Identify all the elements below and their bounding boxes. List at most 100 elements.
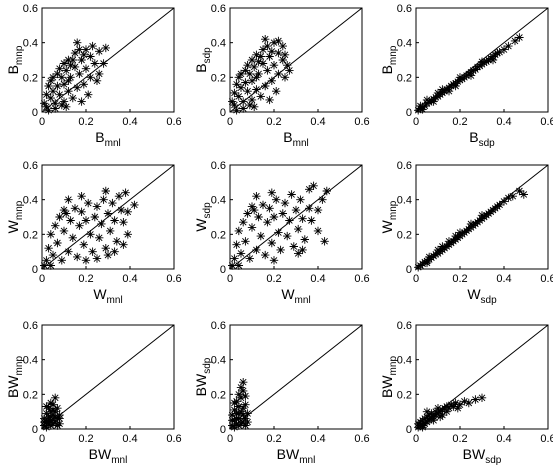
scatter-point: [95, 47, 104, 56]
scatter-point: [429, 97, 438, 106]
scatter-panel-4: 0 0.2 0.4 0.6 0 0.2 0.4 0.6 Wmnl Wmnp: [5, 160, 182, 306]
scatter-point: [250, 205, 259, 215]
y-tick-label: 0: [406, 264, 412, 276]
scatter-point: [42, 409, 51, 418]
x-axis-label: Bsdp: [469, 129, 495, 149]
scatter-point: [239, 404, 248, 413]
scatter-point: [234, 226, 243, 236]
plot-frame: [41, 7, 175, 113]
scatter-point: [451, 398, 460, 408]
scatter-point: [499, 197, 509, 206]
scatter-point: [438, 85, 447, 94]
x-tick-label: 0: [413, 433, 419, 445]
scatter-point: [243, 61, 252, 70]
scatter-point: [442, 407, 451, 416]
scatter-point: [285, 66, 294, 75]
scatter-point: [274, 48, 283, 58]
scatter-point: [515, 186, 524, 196]
x-tick-label: 0: [227, 273, 233, 285]
scatter-point: [438, 242, 447, 251]
scatter-point: [436, 412, 445, 422]
y-tick-label: 0.2: [211, 229, 226, 241]
scatter-point: [414, 419, 423, 428]
y-tick-label: 0: [220, 107, 226, 119]
scatter-point: [55, 414, 64, 423]
x-axis-label: Wsdp: [467, 286, 497, 306]
y-tick-label: 0: [32, 107, 38, 119]
scatter-point: [241, 78, 250, 87]
x-tick-label: 0.2: [78, 273, 93, 285]
scatter-point: [42, 423, 51, 432]
y-tick-label: 0.2: [23, 229, 38, 241]
scatter-point: [68, 55, 77, 65]
x-tick-label: 0.6: [166, 433, 181, 445]
scatter-point: [77, 207, 86, 216]
scatter-point: [455, 400, 465, 409]
scatter-point: [477, 57, 487, 66]
scatter-point: [247, 55, 257, 65]
x-tick-label: 0.6: [166, 273, 181, 285]
scatter-point: [51, 393, 60, 402]
plot-frame: [41, 164, 175, 270]
scatter-point: [241, 421, 250, 430]
x-axis-label: BWsdp: [463, 446, 502, 466]
scatter-point: [300, 235, 309, 244]
scatter-point: [455, 228, 465, 237]
scatter-point: [236, 383, 246, 392]
scatter-point: [471, 395, 480, 404]
scatter-panel-3: 0 0.2 0.4 0.6 0 0.2 0.4 0.6 Bsdp Bmnp: [379, 3, 553, 149]
scatter-point: [64, 87, 73, 96]
scatter-point: [66, 216, 75, 225]
x-tick-label: 0: [39, 116, 45, 128]
x-tick-label: 0.2: [266, 433, 281, 445]
scatter-point: [77, 55, 86, 65]
scatter-point: [57, 73, 66, 82]
scatter-point: [261, 250, 270, 260]
scatter-point: [453, 404, 462, 413]
y-tick-label: 0.6: [23, 3, 38, 15]
scatter-point: [64, 55, 73, 65]
scatter-point: [44, 106, 53, 115]
scatter-point: [495, 48, 504, 57]
x-axis-label: Wmnl: [93, 286, 122, 306]
scatter-point: [101, 186, 110, 196]
scatter-point: [449, 402, 458, 411]
y-tick-label: 0.6: [23, 160, 38, 172]
scatter-point: [119, 218, 128, 227]
y-tick-label: 0.2: [397, 389, 412, 401]
scatter-point: [55, 90, 64, 99]
scatter-point: [265, 204, 274, 213]
scatter-point: [245, 100, 254, 110]
x-tick-label: 0.4: [122, 433, 137, 445]
scatter-point: [79, 240, 88, 249]
scatter-panel-1: 0 0.2 0.4 0.6 0 0.2 0.4 0.6 Bmnl Bmnp: [5, 3, 182, 149]
scatter-point: [55, 212, 64, 222]
scatter-point: [90, 59, 99, 68]
scatter-point: [256, 52, 265, 61]
scatter-point: [64, 195, 73, 204]
scatter-point: [499, 45, 509, 54]
scatter-point: [245, 69, 254, 79]
scatter-panel-8: 0 0.2 0.4 0.6 0 0.2 0.4 0.6 BWmnl BWsdp: [193, 320, 370, 466]
scatter-point: [283, 231, 292, 241]
y-axis-label: Bmnp: [379, 45, 399, 74]
scatter-point: [59, 205, 69, 215]
scatter-point: [466, 71, 476, 80]
y-axis-label: Wmnp: [5, 200, 25, 233]
scatter-point: [53, 81, 62, 91]
scatter-point: [51, 412, 60, 422]
x-tick-label: 0: [413, 273, 419, 285]
scatter-point: [48, 405, 58, 415]
scatter-panel-5: 0 0.2 0.4 0.6 0 0.2 0.4 0.6 Wmnl Wsdp: [193, 160, 370, 306]
y-axis-label: Bmnp: [5, 45, 25, 74]
scatter-point: [263, 41, 272, 51]
scatter-point: [431, 93, 440, 102]
scatter-point: [234, 409, 243, 418]
plot-frame: [415, 164, 549, 270]
x-tick-label: 0.6: [540, 273, 553, 285]
scatter-point: [236, 83, 246, 92]
scatter-point: [318, 195, 327, 204]
scatter-point: [86, 52, 95, 61]
scatter-point: [81, 256, 91, 265]
